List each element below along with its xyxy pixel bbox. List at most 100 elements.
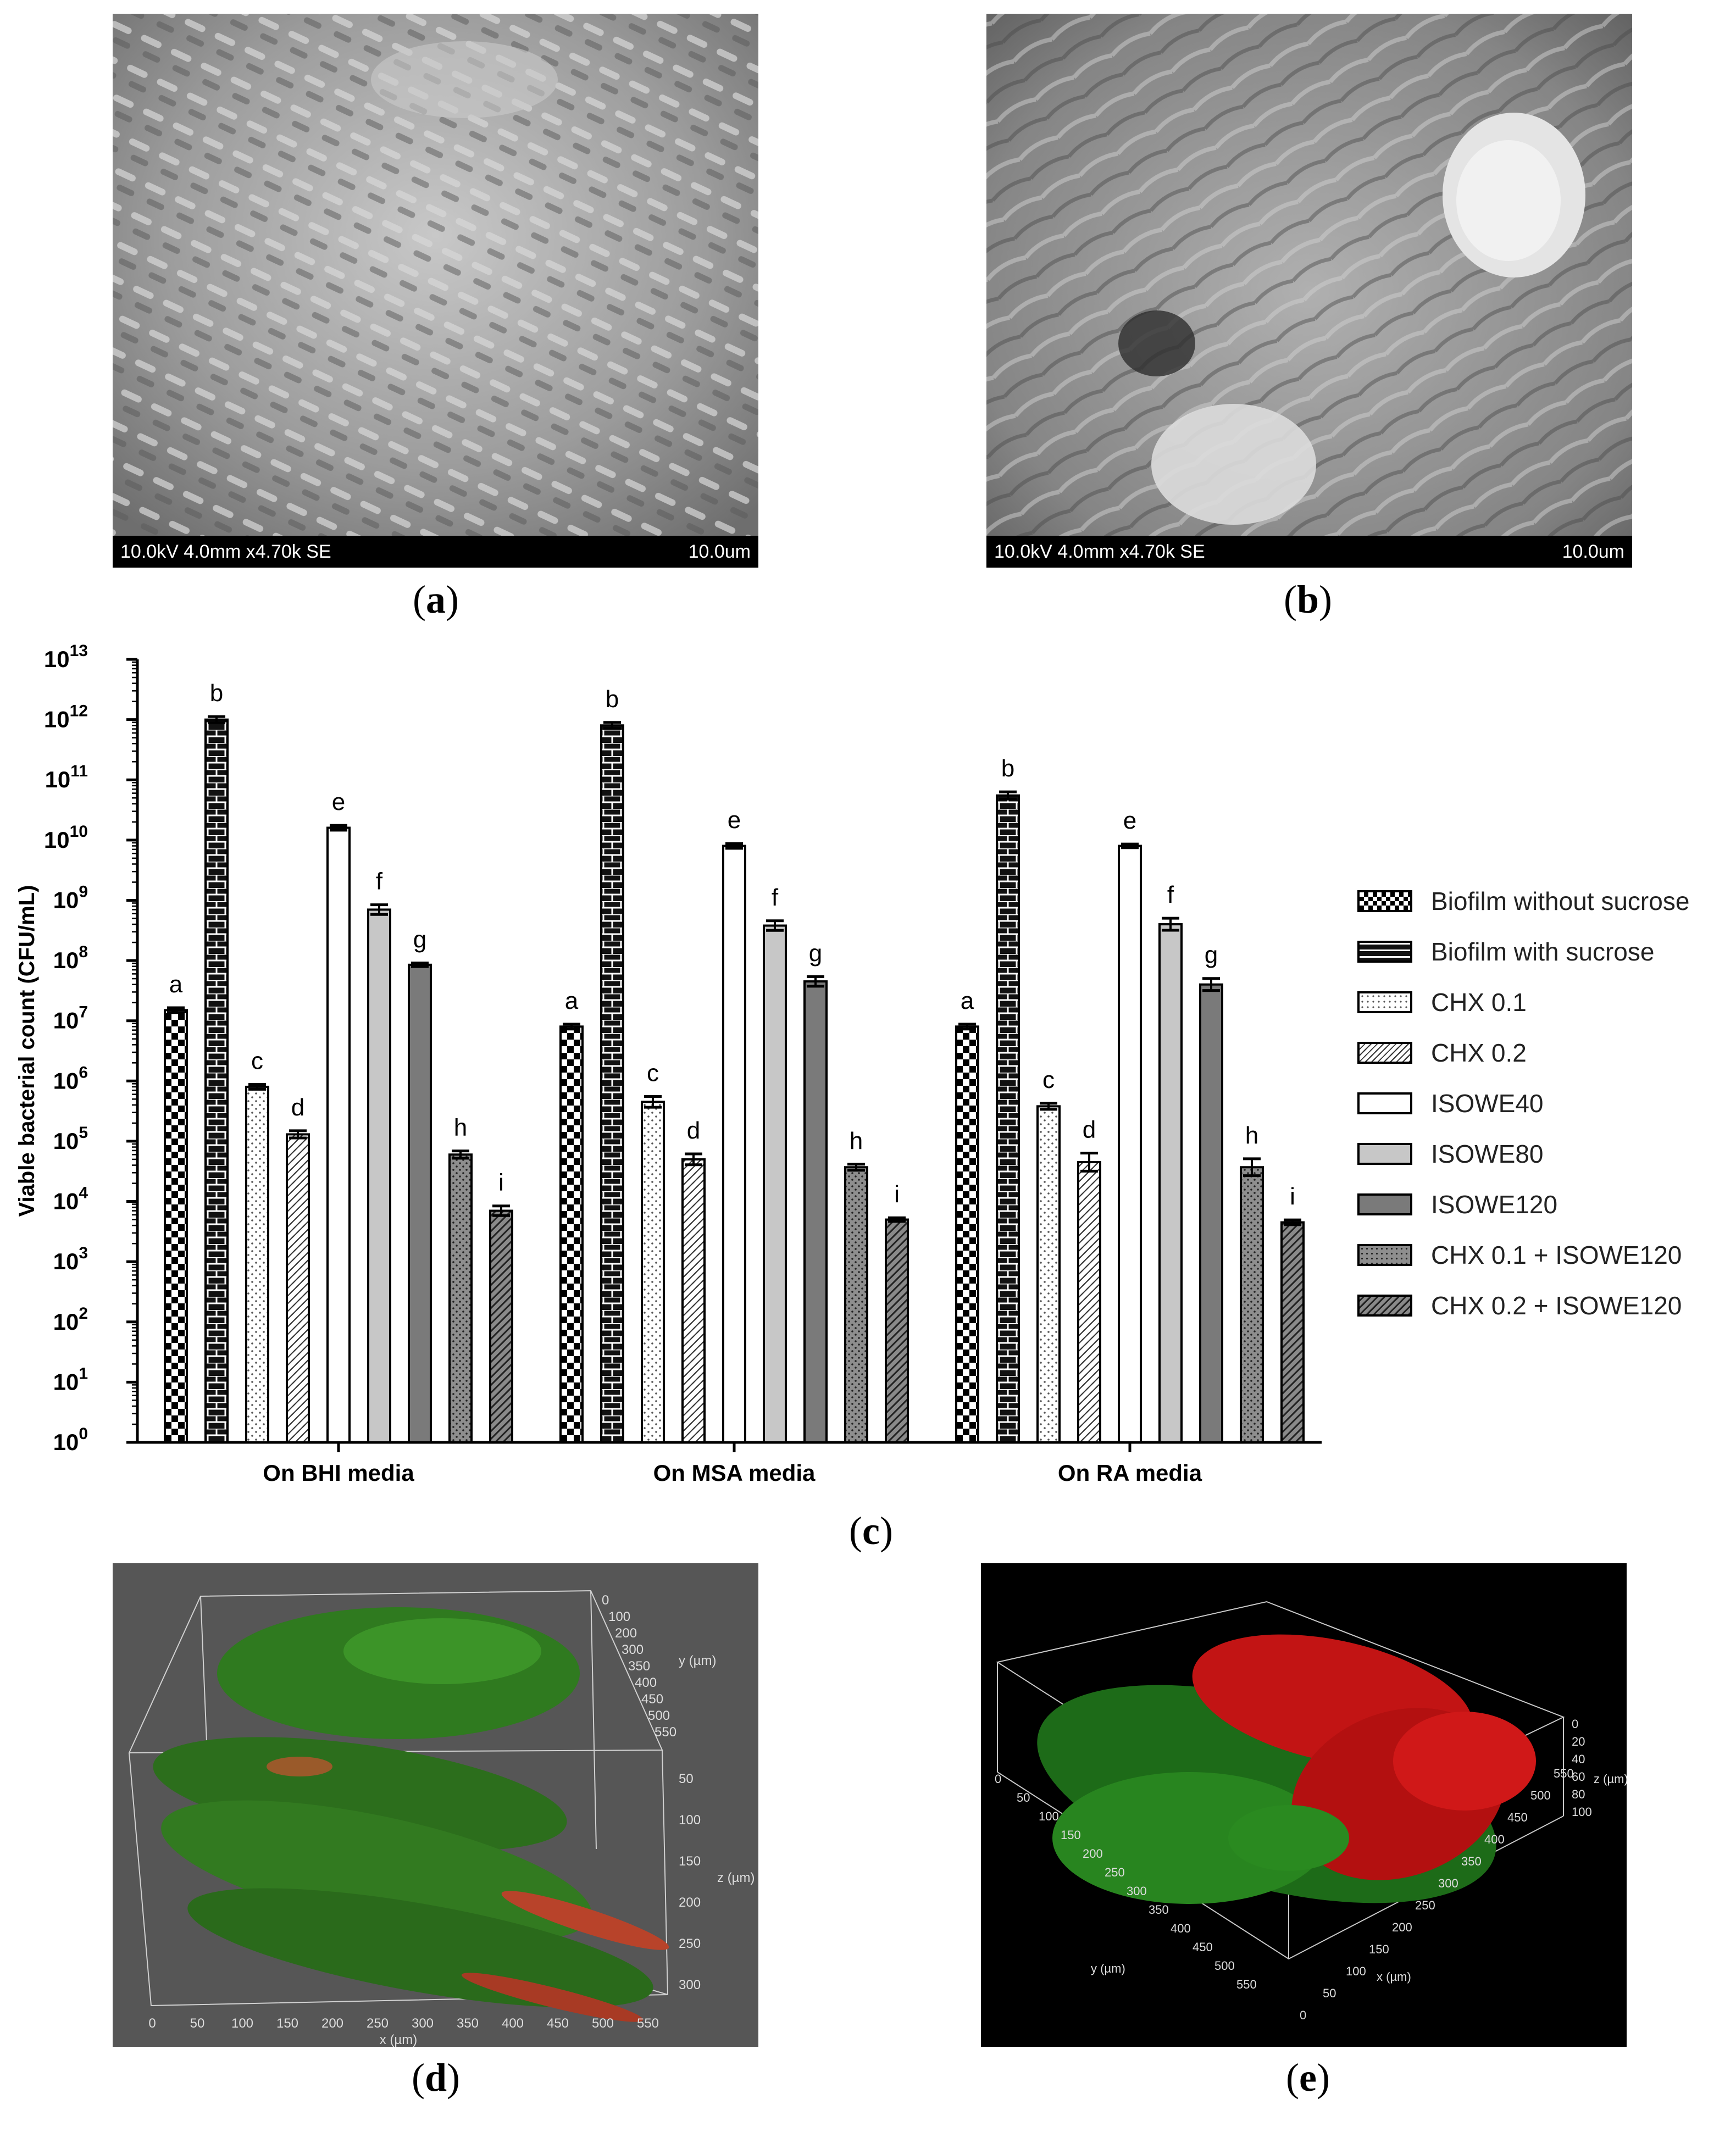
bar xyxy=(844,1166,868,1443)
confocal-render-e xyxy=(996,1601,1565,1960)
y-tick-label: 106 xyxy=(53,1063,88,1093)
y-tick-label: 350 xyxy=(1149,1903,1169,1917)
y-axis-label: Viable bacterial count (CFU/mL) xyxy=(15,885,39,1217)
y-tick-label: 105 xyxy=(53,1124,88,1154)
x-axis-label: x (µm) xyxy=(380,2033,417,2047)
y-tick-label: 200 xyxy=(615,1626,637,1641)
sem-info-bar: 10.0kV 4.0mm x4.70k SE 10.0um xyxy=(113,536,758,568)
bar xyxy=(326,826,351,1444)
z-tick-label: 100 xyxy=(679,1813,701,1828)
z-tick-label: 20 xyxy=(1572,1735,1585,1748)
z-tick-label: 50 xyxy=(679,1772,694,1786)
legend-item: CHX 0.2 + ISOWE120 xyxy=(1357,1289,1682,1322)
z-tick-label: 250 xyxy=(679,1936,701,1951)
panel-b-sem-image: 10.0kV 4.0mm x4.70k SE 10.0um xyxy=(986,14,1632,568)
bar xyxy=(489,1209,513,1443)
sem-texture-b xyxy=(986,14,1632,568)
caption-b: (b) xyxy=(1283,577,1332,621)
bar xyxy=(1036,1105,1061,1443)
caption-a: (a) xyxy=(413,577,459,621)
y-tick-label: 500 xyxy=(1214,1959,1235,1973)
significance-letter: i xyxy=(1290,1183,1295,1210)
legend-label: CHX 0.2 xyxy=(1431,1039,1527,1067)
legend-swatch xyxy=(1357,1193,1412,1215)
significance-letter: c xyxy=(647,1059,659,1086)
legend-item: ISOWE80 xyxy=(1357,1137,1544,1170)
x-tick-label: 50 xyxy=(1323,1986,1336,2000)
caption-d: (d) xyxy=(411,2056,460,2100)
x-tick-label: 550 xyxy=(1554,1767,1574,1780)
y-tick-label: 450 xyxy=(641,1692,663,1707)
significance-letter: c xyxy=(251,1048,263,1075)
bar xyxy=(641,1101,665,1443)
category-label: On MSA media xyxy=(653,1460,816,1486)
bar xyxy=(245,1085,269,1443)
significance-letter: e xyxy=(332,788,345,815)
legend-label: Biofilm without sucrose xyxy=(1431,887,1690,915)
y-tick-label: 102 xyxy=(53,1304,88,1335)
bar xyxy=(286,1133,310,1443)
sem-info: 10.0kV 4.0mm x4.70k SE xyxy=(994,541,1205,562)
bar xyxy=(559,1025,584,1443)
y-tick-label: 100 xyxy=(53,1425,88,1455)
legend-label: ISOWE80 xyxy=(1431,1140,1544,1168)
legend-swatch xyxy=(1357,941,1412,963)
significance-letter: f xyxy=(772,884,779,911)
y-tick-label: 104 xyxy=(53,1184,88,1214)
y-tick-label: 1011 xyxy=(45,762,88,792)
y-tick-label: 101 xyxy=(53,1364,88,1395)
x-tick-label: 550 xyxy=(637,2016,659,2031)
y-tick-label: 1010 xyxy=(44,823,88,853)
significance-letter: d xyxy=(687,1117,700,1144)
bar xyxy=(885,1218,909,1444)
legend-label: Biofilm with sucrose xyxy=(1431,937,1655,966)
y-tick-label: 550 xyxy=(1236,1978,1257,1991)
y-tick-label: 300 xyxy=(1127,1884,1147,1898)
x-tick-label: 450 xyxy=(547,2016,569,2031)
significance-letter: e xyxy=(1123,807,1136,834)
legend-swatch xyxy=(1357,1042,1412,1064)
bar xyxy=(996,794,1020,1443)
x-tick-label: 200 xyxy=(321,2016,343,2031)
legend-item: CHX 0.1 + ISOWE120 xyxy=(1357,1239,1682,1271)
significance-letter: a xyxy=(565,987,579,1014)
y-tick-label: 0 xyxy=(602,1593,609,1608)
significance-letter: h xyxy=(454,1114,467,1141)
legend-item: ISOWE40 xyxy=(1357,1087,1544,1120)
panel-d-confocal-image: 0 50 100 150 200 250 300 350 400 450 500 550 x (µm) 0… xyxy=(113,1563,758,2047)
y-axis-label: y (µm) xyxy=(679,1653,716,1668)
legend-item: CHX 0.2 xyxy=(1357,1036,1527,1069)
y-tick-label: 450 xyxy=(1193,1940,1213,1954)
bar xyxy=(955,1025,979,1443)
x-tick-label: 500 xyxy=(1530,1789,1551,1802)
legend-swatch xyxy=(1357,1092,1412,1114)
significance-letter: f xyxy=(376,868,383,895)
biofilm-mass xyxy=(153,1607,669,2022)
significance-letter: g xyxy=(413,926,426,953)
y-tick-label: 400 xyxy=(635,1675,657,1690)
x-tick-label: 0 xyxy=(148,2016,156,2031)
bar xyxy=(600,724,624,1444)
bar xyxy=(1240,1166,1264,1443)
y-tick-label: 108 xyxy=(53,943,88,973)
y-tick-label: 1013 xyxy=(44,642,88,672)
legend-label: CHX 0.1 xyxy=(1431,988,1527,1017)
significance-letter: i xyxy=(894,1181,900,1208)
y-tick-label: 109 xyxy=(53,882,88,913)
y-tick-label: 200 xyxy=(1083,1847,1103,1861)
significance-letter: c xyxy=(1042,1067,1055,1093)
x-tick-label: 200 xyxy=(1392,1920,1412,1934)
x-tick-label: 150 xyxy=(276,2016,298,2031)
y-tick-label: 100 xyxy=(608,1609,630,1624)
category-label: On RA media xyxy=(1058,1460,1202,1486)
significance-letter: h xyxy=(1245,1122,1258,1149)
x-tick-label: 300 xyxy=(1438,1876,1458,1890)
legend-swatch xyxy=(1357,1295,1412,1317)
y-tick-label: 150 xyxy=(1061,1828,1081,1842)
bar xyxy=(681,1158,706,1443)
y-tick-label: 500 xyxy=(648,1708,670,1723)
bar xyxy=(164,1009,188,1443)
z-tick-label: 150 xyxy=(679,1854,701,1869)
legend-item: Biofilm with sucrose xyxy=(1357,935,1654,968)
